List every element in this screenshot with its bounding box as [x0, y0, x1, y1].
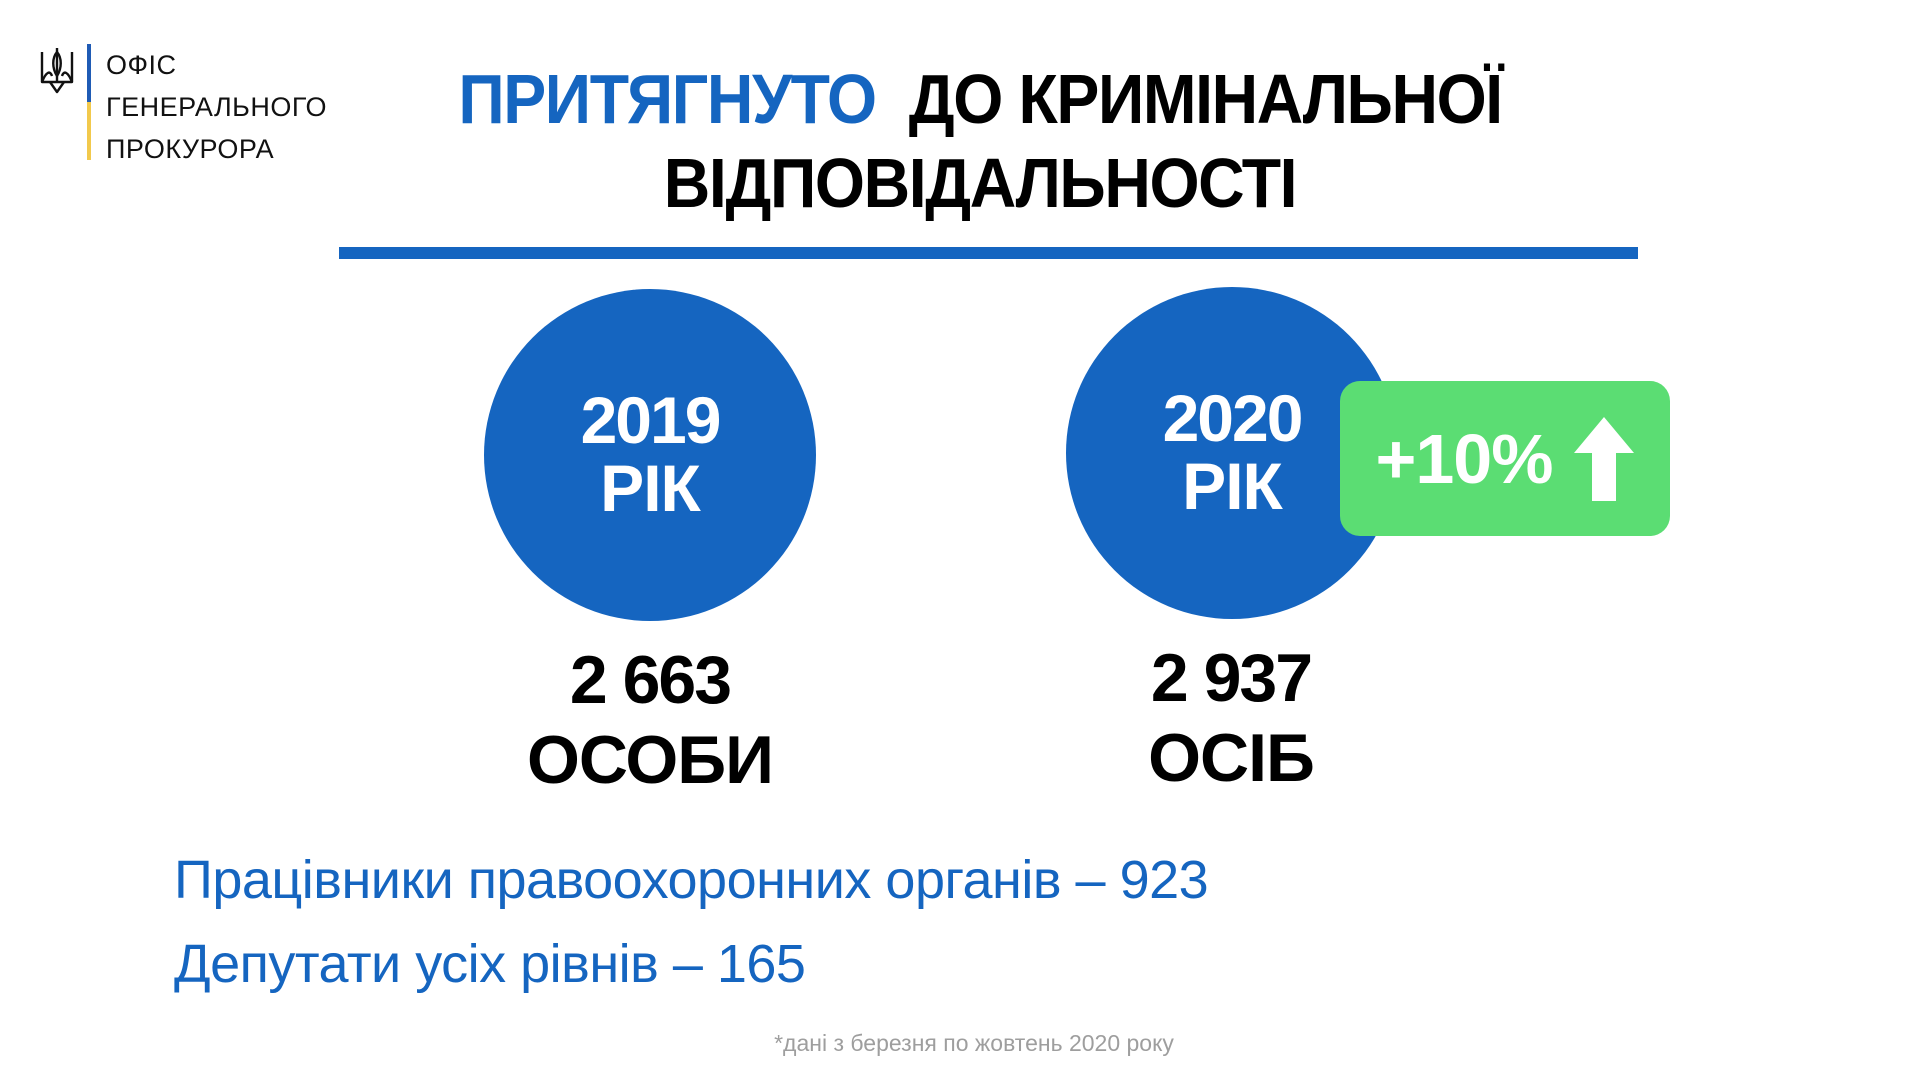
trident-icon [38, 46, 76, 96]
title-highlight: ПРИТЯГНУТО [458, 60, 877, 138]
arrow-up-icon [1574, 416, 1635, 501]
stat-law-enforcement: Працівники правоохоронних органів – 923 [174, 850, 1209, 910]
count-value: 2 663 [569, 642, 732, 718]
change-badge: +10% [1340, 381, 1670, 536]
logo-line-1: ОФІС [106, 50, 177, 80]
year-circle-2019: 2019 РІК [484, 289, 816, 621]
page-title-line-2: ВІДПОВІДАЛЬНОСТІ [78, 146, 1881, 220]
count-unit: ОСІБ [1148, 720, 1315, 796]
logo-line-2: ГЕНЕРАЛЬНОГО [106, 92, 327, 122]
title-rest: ДО КРИМІНАЛЬНОЇ [908, 60, 1503, 138]
year-label: 2020 [1162, 381, 1304, 455]
logo-line-3: ПРОКУРОРА [106, 134, 275, 164]
page-title-line-1: ПРИТЯГНУТО ДО КРИМІНАЛЬНОЇ [78, 62, 1881, 136]
year-suffix: РІК [1182, 449, 1283, 523]
change-value: +10% [1375, 419, 1554, 498]
stat-deputies: Депутати усіх рівнів – 165 [174, 934, 806, 994]
count-value: 2 937 [1150, 640, 1313, 716]
logo-divider [87, 44, 91, 160]
year-suffix: РІК [600, 451, 701, 525]
title-divider [339, 247, 1638, 259]
count-2020: 2 937 ОСІБ [1031, 638, 1431, 798]
footnote: *дані з березня по жовтень 2020 року [774, 1030, 1174, 1056]
count-2019: 2 663 ОСОБИ [450, 640, 850, 800]
logo-text: ОФІС ГЕНЕРАЛЬНОГО ПРОКУРОРА [106, 44, 327, 170]
year-label: 2019 [580, 383, 722, 457]
title-line-2: ВІДПОВІДАЛЬНОСТІ [663, 144, 1298, 222]
count-unit: ОСОБИ [527, 722, 774, 798]
